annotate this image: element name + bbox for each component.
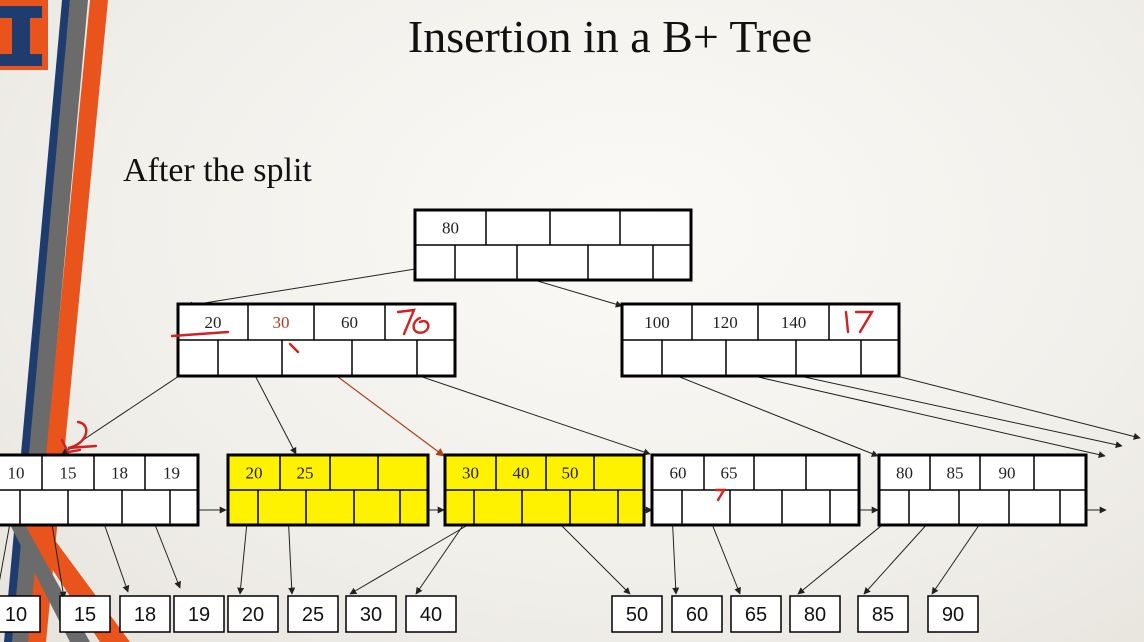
record-box: 25 — [287, 595, 339, 633]
leaf-node-5: 80 85 90 — [877, 453, 1088, 527]
record-value: 25 — [302, 604, 324, 626]
leaf-node-4-key-2: 65 — [721, 464, 738, 483]
internal-node-right-key-1: 100 — [644, 313, 670, 332]
leaf-node-1-key-3: 18 — [111, 464, 128, 483]
record-box: 40 — [405, 595, 457, 633]
leaf-node-2-key-1: 20 — [246, 464, 263, 483]
leaf-node-1: 10 15 18 19 — [0, 453, 200, 527]
record-pointer-10 — [0, 511, 13, 581]
leaf-node-1-key-1: 10 — [8, 464, 25, 483]
record-box: 85 — [857, 595, 909, 633]
leaf-node-5-key-3: 90 — [999, 464, 1016, 483]
record-value: 80 — [804, 604, 826, 626]
leaf-node-5-key-2: 85 — [947, 464, 964, 483]
record-value: 40 — [420, 604, 442, 626]
record-value: 60 — [686, 604, 708, 626]
record-box: 15 — [59, 595, 111, 633]
pointer-internal-offpage-1 — [691, 361, 1106, 459]
record-box: 60 — [671, 595, 723, 633]
leaf-node-3-key-1: 30 — [462, 464, 479, 483]
leaf-node-5-key-1: 80 — [896, 464, 913, 483]
record-box: 80 — [789, 595, 841, 633]
annotation-tick-65 — [714, 488, 727, 502]
pointer-root-to-left — [185, 265, 435, 309]
record-value: 20 — [242, 604, 264, 626]
internal-node-left-key-1: 20 — [205, 313, 222, 332]
university-logo-icon — [0, 0, 48, 70]
slide-subtitle: After the split — [123, 152, 312, 189]
record-pointer-50 — [561, 525, 631, 595]
leaf-node-4-key-1: 60 — [670, 464, 687, 483]
record-box: 90 — [927, 595, 979, 633]
leaf-node-2: 20 25 — [226, 453, 430, 527]
slide-title: Insertion in a B+ Tree — [407, 11, 813, 62]
record-value: 15 — [74, 604, 96, 626]
leaf-node-3: 30 40 50 — [443, 453, 646, 527]
root-node-key-1: 80 — [442, 219, 459, 238]
record-value: 10 — [5, 604, 27, 626]
record-box: 65 — [730, 595, 782, 633]
record-box: 30 — [345, 595, 397, 633]
record-value: 50 — [626, 604, 648, 626]
leaf-node-2-key-2: 25 — [297, 464, 314, 483]
internal-node-left-key-2: 30 — [273, 313, 290, 332]
record-box: 19 — [173, 595, 225, 633]
internal-node-left-key-3: 60 — [341, 313, 358, 332]
annotation-underline-20 — [170, 330, 230, 338]
leaf-node-3-key-3: 50 — [562, 464, 579, 483]
record-box: 50 — [611, 595, 663, 633]
record-value: 65 — [745, 604, 767, 626]
pointer-internal-offpage-2 — [771, 369, 1123, 449]
record-value: 85 — [872, 604, 894, 626]
internal-node-right-key-2: 120 — [712, 313, 738, 332]
record-box: 18 — [119, 595, 171, 633]
annotation-mark-76 — [396, 308, 430, 336]
record-value: 18 — [134, 604, 156, 626]
record-value: 30 — [360, 604, 382, 626]
internal-node-right-key-3: 140 — [781, 313, 807, 332]
annotation-tick-30 — [288, 342, 300, 354]
annotation-mark-17 — [844, 310, 875, 334]
record-box: 10 — [0, 595, 41, 633]
handwritten-annotations — [60, 308, 875, 502]
leaf-node-4: 60 65 — [650, 453, 861, 527]
pointer-internal-to-leaf-5 — [641, 361, 879, 457]
leaf-node-1-key-2: 15 — [60, 464, 77, 483]
record-value: 19 — [188, 604, 210, 626]
annotation-arrow-leaf — [60, 420, 98, 454]
internal-node-left: 20 30 60 — [176, 302, 457, 378]
root-node: 80 — [413, 208, 693, 282]
record-box: 20 — [227, 595, 279, 633]
record-pointer-40 — [415, 523, 465, 595]
leaf-node-3-key-2: 40 — [513, 464, 530, 483]
record-value: 90 — [942, 604, 964, 626]
tree-pointers — [0, 265, 1141, 599]
pointer-internal-to-leaf-3 — [317, 361, 445, 457]
leaf-node-1-key-4: 19 — [163, 464, 180, 483]
internal-node-right: 100 120 140 — [620, 302, 901, 378]
